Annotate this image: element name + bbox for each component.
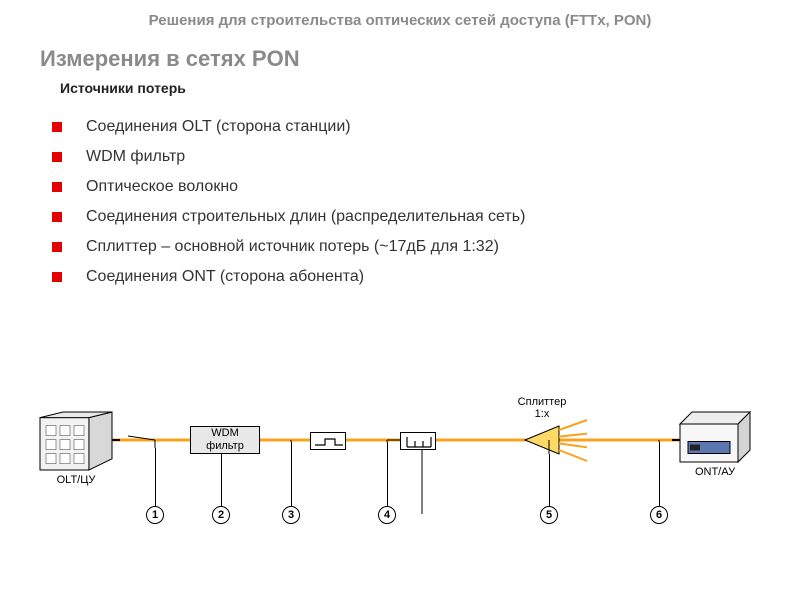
list-item: Оптическое волокно xyxy=(52,172,800,202)
bullet-icon xyxy=(52,212,62,222)
connector-box-2 xyxy=(400,432,436,450)
loss-sources-list: Соединения OLT (сторона станции) WDM фил… xyxy=(0,112,800,292)
slide-title-text: Измерения в сетях PON xyxy=(40,46,300,71)
diagram-marker: 6 xyxy=(650,506,668,524)
diagram-marker: 5 xyxy=(540,506,558,524)
list-item-text: Соединения строительных длин (распредели… xyxy=(86,208,525,226)
diagram-marker: 1 xyxy=(146,506,164,524)
list-item: Сплиттер – основной источник потерь (~17… xyxy=(52,232,800,262)
slide-subtitle-text: Источники потерь xyxy=(60,80,186,96)
wdm-label-bot: фильтр xyxy=(191,440,259,453)
bullet-icon xyxy=(52,122,62,132)
splitter-label-top: Сплиттер xyxy=(512,396,572,408)
splitter-label: Сплиттер 1:x xyxy=(512,396,572,420)
bullet-icon xyxy=(52,152,62,162)
wdm-filter-box: WDM фильтр xyxy=(190,426,260,454)
slide-title: Измерения в сетях PON xyxy=(0,38,800,76)
list-item: Соединения строительных длин (распредели… xyxy=(52,202,800,232)
list-item: Соединения OLT (сторона станции) xyxy=(52,112,800,142)
list-item-text: Соединения ONT (сторона абонента) xyxy=(86,268,364,286)
wdm-label-top: WDM xyxy=(191,427,259,440)
bullet-icon xyxy=(52,272,62,282)
olt-label: OLT/ЦУ xyxy=(40,474,112,486)
diagram-svg xyxy=(0,390,800,590)
slide-header-text: Решения для строительства оптических сет… xyxy=(149,12,652,29)
splitter-label-bot: 1:x xyxy=(512,408,572,420)
list-item-text: Оптическое волокно xyxy=(86,178,238,196)
list-item: WDM фильтр xyxy=(52,142,800,172)
slide-subtitle: Источники потерь xyxy=(0,76,800,112)
slide-header: Решения для строительства оптических сет… xyxy=(0,0,800,38)
list-item-text: Соединения OLT (сторона станции) xyxy=(86,118,351,136)
bullet-icon xyxy=(52,242,62,252)
connector-box-1 xyxy=(310,432,346,450)
list-item-text: Сплиттер – основной источник потерь (~17… xyxy=(86,238,499,256)
diagram-marker: 3 xyxy=(282,506,300,524)
pon-diagram: WDM фильтр Сплиттер 1:x OLT/ЦУ ONT/АУ 1 2… xyxy=(0,390,800,590)
bullet-icon xyxy=(52,182,62,192)
diagram-marker: 4 xyxy=(378,506,396,524)
diagram-marker: 2 xyxy=(212,506,230,524)
list-item-text: WDM фильтр xyxy=(86,148,185,166)
ont-label: ONT/АУ xyxy=(680,466,750,478)
list-item: Соединения ONT (сторона абонента) xyxy=(52,262,800,292)
